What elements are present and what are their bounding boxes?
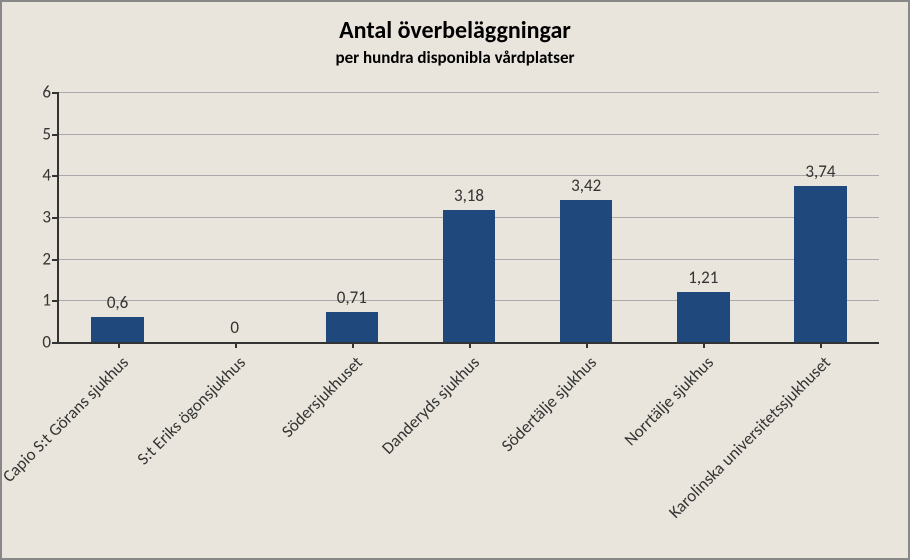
bar-value-label: 3,74 xyxy=(805,161,835,182)
y-tick-label: 3 xyxy=(42,207,59,228)
bar xyxy=(794,186,847,342)
y-tick-label: 5 xyxy=(42,123,59,144)
x-tickmark xyxy=(703,342,705,348)
y-tick-label: 6 xyxy=(42,82,59,103)
bar xyxy=(560,200,613,343)
gridline xyxy=(59,175,879,176)
x-tickmark xyxy=(352,342,354,348)
gridline xyxy=(59,134,879,135)
bar-value-label: 3,18 xyxy=(454,185,484,206)
gridline xyxy=(59,92,879,93)
bar xyxy=(677,292,730,342)
x-tickmark xyxy=(820,342,822,348)
x-tickmark xyxy=(586,342,588,348)
x-tickmark xyxy=(118,342,120,348)
plot-area: 01234560,6Capio S:t Görans sjukhus0S:t E… xyxy=(57,92,879,344)
y-tick-label: 0 xyxy=(42,332,59,353)
bar xyxy=(91,317,144,342)
bar xyxy=(326,312,379,342)
bar-value-label: 0,71 xyxy=(337,287,367,308)
y-tick-label: 4 xyxy=(42,165,59,186)
x-tick-label: Södersjukhuset xyxy=(277,352,367,442)
bar-value-label: 0 xyxy=(230,317,239,338)
x-tick-label: S:t Eriks ögonsjukhus xyxy=(132,352,249,469)
chart-title: Antal överbeläggningar xyxy=(2,2,908,45)
bar-value-label: 0,6 xyxy=(107,292,128,313)
chart-container: Antal överbeläggningar per hundra dispon… xyxy=(0,0,910,560)
x-tick-label: Norrtälje sjukhus xyxy=(620,352,718,450)
bar-value-label: 1,21 xyxy=(688,267,718,288)
x-tickmark xyxy=(235,342,237,348)
bar xyxy=(443,210,496,343)
y-tick-label: 2 xyxy=(42,248,59,269)
x-tick-label: Danderyds sjukhus xyxy=(377,352,484,459)
bar-value-label: 3,42 xyxy=(571,175,601,196)
x-tick-label: Capio S:t Görans sjukhus xyxy=(0,352,132,487)
y-tick-label: 1 xyxy=(42,290,59,311)
chart-subtitle: per hundra disponibla vårdplatser xyxy=(2,45,908,68)
x-tick-label: Södertälje sjukhus xyxy=(497,352,601,456)
x-tickmark xyxy=(469,342,471,348)
